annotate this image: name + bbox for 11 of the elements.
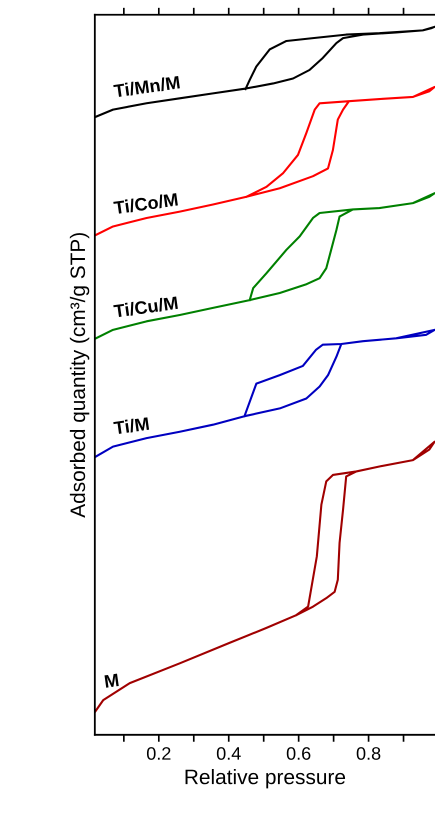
x-tick-label: 0.8 xyxy=(356,747,380,760)
text: Ti/Cu/M xyxy=(113,296,178,318)
x-tick-label: 0.4 xyxy=(216,747,241,760)
x-tick-label: 0.6 xyxy=(286,747,310,760)
text: Ti/Co/M xyxy=(113,192,178,215)
text: Ti/M xyxy=(113,416,150,435)
text: M xyxy=(104,674,119,688)
x-axis-title: Relative pressure xyxy=(186,768,346,788)
text: Ti/Mn/M xyxy=(113,75,180,98)
x-tick-label: 0.2 xyxy=(146,747,170,760)
y-axis-title: Adsorbed quantity (cm³/g STP) xyxy=(70,233,90,518)
